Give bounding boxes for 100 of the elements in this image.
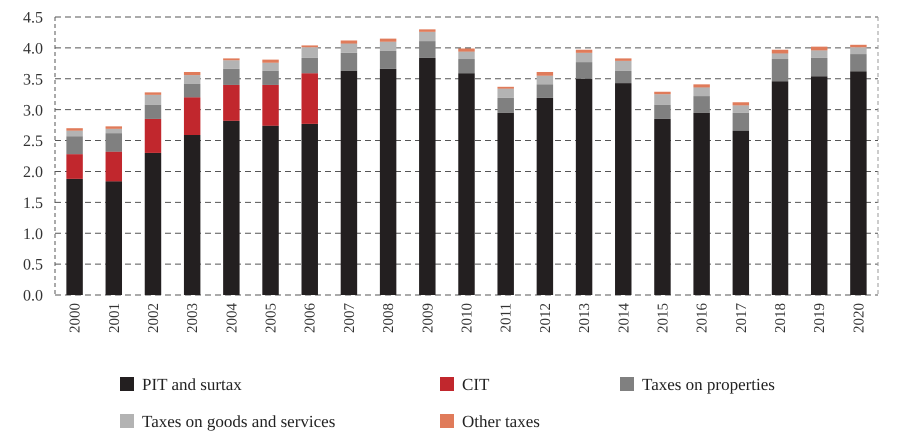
x-tick-label: 2010 [460,303,476,333]
bar [262,60,279,63]
x-tick-label: 2009 [420,303,436,333]
bar [380,68,396,295]
bar [106,126,122,129]
bar [340,70,358,295]
x-tick-label: 2016 [694,302,711,333]
bar [302,73,318,124]
bar [106,133,122,152]
x-tick-label: 2014 [616,302,632,333]
y-tick-label: 1.5 [23,194,43,212]
bar [850,47,867,54]
bar [654,104,671,119]
bar [302,47,318,58]
bar [810,58,828,76]
x-tick-label: 2019 [812,303,828,333]
bar [458,59,475,74]
bar [419,41,436,58]
x-tick-label: 2011 [498,303,515,332]
bar [615,58,632,61]
bar [184,75,200,84]
bar [380,38,396,42]
bar [536,84,554,98]
legend-label: PIT and surtax [142,374,242,394]
bar [223,120,240,295]
bar [693,87,710,96]
bar [458,52,475,60]
x-tick-label: 2012 [538,303,554,333]
bar [380,42,396,51]
bar [262,126,279,295]
bar [262,62,279,71]
legend-label: Taxes on properties [642,374,775,394]
bar [693,84,710,88]
bar [615,70,632,84]
x-tick-label: 2007 [342,302,358,333]
bar [184,134,200,295]
bar [340,44,358,53]
y-tick-label: 1.0 [23,226,43,243]
bar [693,96,710,113]
bar [66,154,83,179]
y-tick-label: 2.5 [23,133,43,150]
bar [106,128,122,134]
bar [536,98,554,295]
bar [223,68,240,85]
x-tick-label: 2013 [577,303,594,333]
bar [810,76,828,295]
bar [144,92,162,95]
bar [340,52,358,71]
bar [419,29,436,32]
x-tick-label: 2004 [224,302,240,333]
y-tick-label: 2.0 [23,164,43,182]
bar [106,181,122,295]
bar [615,83,632,295]
x-tick-label: 2003 [185,303,202,333]
bar [536,76,554,84]
bar [772,50,788,54]
bar [144,118,162,153]
bar [497,98,514,113]
bar [693,112,710,295]
bar [106,152,122,182]
x-tick-label: 2020 [851,303,868,333]
bar [262,84,279,126]
bar [419,58,436,295]
y-tick-label: 3.5 [23,71,43,88]
y-tick-label: 0.0 [23,288,43,305]
x-tick-label: 2001 [106,303,123,333]
bar [66,128,83,131]
bar [732,105,750,113]
bar [732,102,750,106]
bar [810,46,828,50]
bar [772,53,788,60]
bar [732,112,750,131]
bar [223,60,240,69]
bar [772,59,788,82]
bar [497,112,514,295]
bar [66,178,83,295]
bar [66,130,83,136]
bar [576,62,592,79]
bar [850,71,867,295]
bar [144,152,162,295]
bar [732,130,750,295]
y-tick-label: 0.5 [23,256,43,274]
bar [654,94,671,105]
legend-label: Other taxes [462,412,540,431]
x-tick-label: 2005 [264,303,280,333]
bar [850,54,867,72]
bar [380,50,396,69]
bar [576,50,592,53]
x-tick-label: 2018 [773,303,790,333]
y-tick-label: 4.0 [23,40,43,58]
bar [262,70,279,85]
bar [458,73,475,295]
bar [340,40,358,44]
y-tick-label: 4.5 [23,10,43,27]
bar [184,84,200,98]
bar [144,94,162,105]
bar [810,50,828,58]
bar [458,48,475,52]
bar [536,72,554,76]
bar [184,97,200,135]
